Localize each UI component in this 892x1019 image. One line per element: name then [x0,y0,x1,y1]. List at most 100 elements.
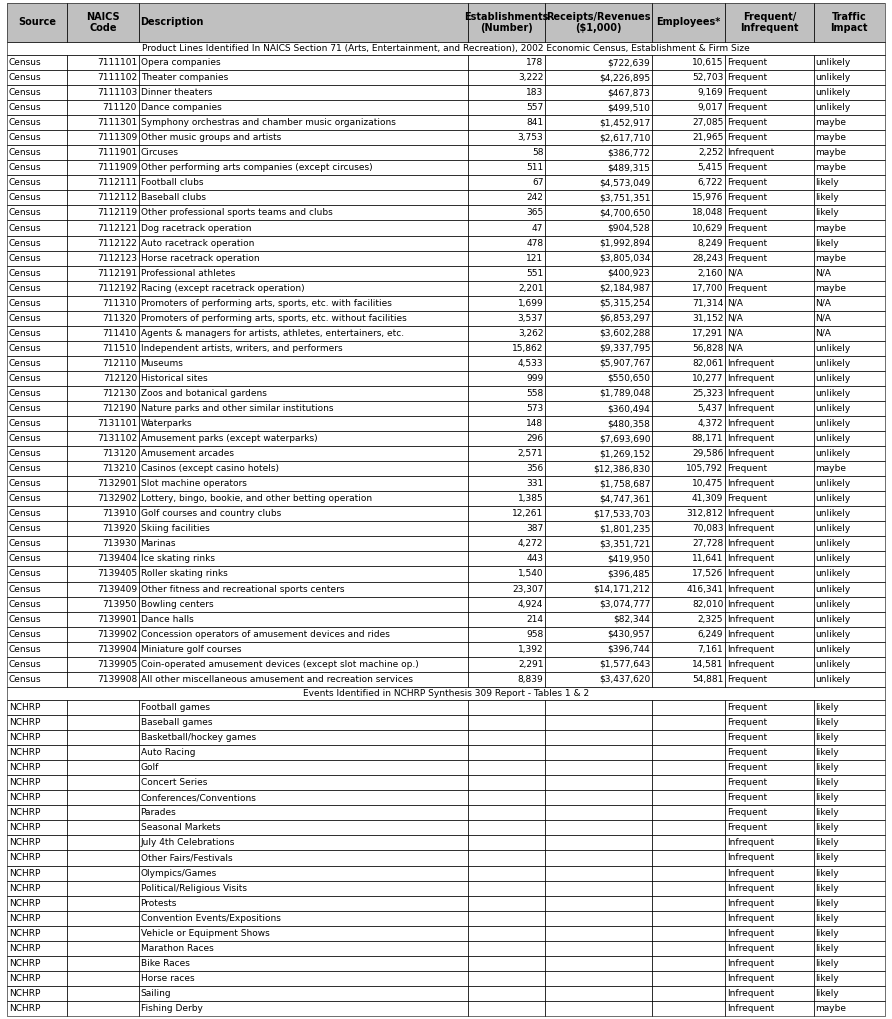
Text: Census: Census [9,163,42,172]
Bar [725,115,814,130]
Text: NCHRP: NCHRP [9,808,40,817]
Text: Census: Census [9,254,42,263]
Bar [725,985,814,1001]
Bar [468,551,545,567]
Bar [468,100,545,115]
Bar [139,431,468,446]
Bar [139,175,468,191]
Bar [7,401,67,416]
Text: Frequent: Frequent [727,748,767,757]
Text: likely: likely [815,718,839,728]
Bar [545,731,652,745]
Text: Events Identified in NCHRP Synthesis 309 Report - Tables 1 & 2: Events Identified in NCHRP Synthesis 309… [303,689,589,698]
Text: Frequent: Frequent [727,163,767,172]
Bar [652,642,725,656]
Text: Bike Races: Bike Races [141,959,189,968]
Bar [139,551,468,567]
Text: 416,341: 416,341 [686,585,723,593]
Bar [652,340,725,356]
Bar [7,55,67,70]
Bar [139,672,468,687]
Bar [652,266,725,280]
Bar [139,536,468,551]
Bar [468,775,545,791]
Bar [139,296,468,311]
Bar [545,642,652,656]
Bar [468,175,545,191]
Bar [814,115,885,130]
Text: $3,074,777: $3,074,777 [599,599,650,608]
Bar [814,567,885,582]
Bar [67,880,139,896]
Text: 296: 296 [526,434,543,443]
Bar [468,731,545,745]
Text: $722,639: $722,639 [607,58,650,67]
Text: 711510: 711510 [103,343,137,353]
Bar [725,536,814,551]
Text: Protests: Protests [141,899,177,908]
Bar [725,551,814,567]
Text: likely: likely [815,703,839,712]
Bar [545,700,652,715]
Bar [652,567,725,582]
Bar [7,446,67,462]
Bar [725,760,814,775]
Bar [139,311,468,326]
Bar [652,311,725,326]
Bar [7,656,67,672]
Bar [725,956,814,971]
Bar [468,326,545,340]
Bar [652,506,725,522]
Bar [814,251,885,266]
Bar [725,431,814,446]
Bar [7,386,67,401]
Bar [652,851,725,865]
Text: Marathon Races: Marathon Races [141,944,213,953]
Bar [652,446,725,462]
Bar [652,760,725,775]
Bar [67,925,139,941]
Bar [7,130,67,146]
Text: Census: Census [9,419,42,428]
Text: likely: likely [815,733,839,742]
Bar [814,175,885,191]
Text: Census: Census [9,599,42,608]
Bar [468,462,545,476]
Bar [652,522,725,536]
Bar [468,672,545,687]
Text: 5,415: 5,415 [698,163,723,172]
Text: 712190: 712190 [103,404,137,413]
Text: $480,358: $480,358 [607,419,650,428]
Bar [814,700,885,715]
Bar [545,582,652,596]
Bar [468,956,545,971]
Text: 17,526: 17,526 [692,570,723,579]
Bar [7,956,67,971]
Bar [468,791,545,805]
Text: unlikely: unlikely [815,614,851,624]
Bar [725,851,814,865]
Bar [468,462,545,476]
Bar [67,642,139,656]
Bar [67,731,139,745]
Text: $4,747,361: $4,747,361 [599,494,650,503]
Bar [67,582,139,596]
Bar [725,672,814,687]
Text: Census: Census [9,374,42,383]
Bar [725,506,814,522]
Bar [814,896,885,911]
Bar [468,371,545,386]
Bar [67,956,139,971]
Bar [7,551,67,567]
Text: 7112112: 7112112 [97,194,137,203]
Bar [652,522,725,536]
Bar [652,791,725,805]
Bar [468,627,545,642]
Text: 7112121: 7112121 [97,223,137,232]
Bar [67,130,139,146]
Bar [67,3,139,42]
Bar [139,582,468,596]
Bar [139,311,468,326]
Bar [67,791,139,805]
Text: 70,083: 70,083 [692,525,723,533]
